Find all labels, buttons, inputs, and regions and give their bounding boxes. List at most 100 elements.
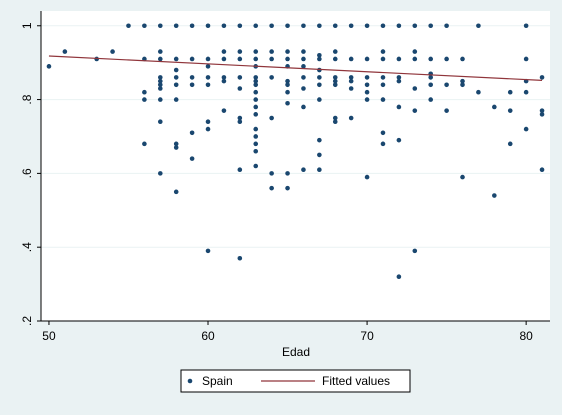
- data-point: [253, 141, 259, 147]
- y-tick-label: .4: [20, 242, 34, 252]
- data-point: [412, 49, 418, 54]
- data-point: [173, 97, 179, 102]
- data-point: [157, 119, 163, 125]
- data-point: [301, 75, 306, 80]
- data-point: [237, 23, 243, 29]
- data-point: [269, 49, 274, 54]
- data-point: [205, 82, 211, 88]
- data-point: [412, 248, 418, 254]
- data-point: [317, 137, 322, 143]
- data-point: [428, 75, 434, 80]
- data-point: [285, 171, 290, 176]
- data-point: [237, 119, 243, 125]
- data-point: [364, 89, 370, 95]
- x-tick-label: 60: [201, 329, 215, 343]
- data-point: [269, 75, 274, 80]
- data-point: [317, 167, 322, 172]
- data-point: [253, 148, 259, 154]
- data-point: [396, 75, 402, 80]
- data-point: [476, 89, 481, 95]
- spain-points: [46, 23, 545, 280]
- data-point: [396, 23, 402, 29]
- data-point: [380, 130, 386, 136]
- data-point: [253, 104, 259, 110]
- fitted-line: [48, 55, 543, 81]
- x-tick-label: 80: [519, 329, 533, 343]
- data-point: [428, 56, 434, 62]
- data-point: [157, 56, 163, 62]
- data-point: [460, 78, 465, 84]
- data-point: [142, 23, 147, 29]
- data-point: [221, 108, 227, 113]
- data-point: [348, 75, 354, 80]
- data-point: [253, 89, 259, 95]
- y-tick-label: .2: [20, 316, 34, 326]
- data-point: [364, 23, 370, 29]
- data-point: [237, 56, 243, 62]
- data-point: [396, 137, 402, 143]
- data-point: [460, 82, 465, 88]
- data-point: [507, 141, 513, 147]
- data-point: [348, 115, 354, 121]
- data-point: [221, 23, 227, 29]
- data-point: [317, 82, 322, 88]
- data-point: [157, 82, 163, 88]
- data-point: [301, 167, 306, 172]
- data-point: [460, 56, 465, 62]
- data-point: [126, 23, 131, 29]
- data-point: [253, 75, 259, 80]
- data-point: [523, 126, 529, 132]
- data-point: [396, 56, 402, 62]
- data-point: [380, 97, 386, 102]
- data-point: [253, 82, 259, 88]
- data-point: [205, 56, 211, 62]
- data-point: [317, 52, 322, 58]
- data-point: [444, 23, 449, 29]
- legend-label-spain: Spain: [202, 374, 233, 388]
- data-point: [142, 141, 147, 147]
- data-point: [173, 82, 179, 88]
- data-point: [412, 23, 418, 29]
- y-axis: .2 .4 .6 .8 1: [20, 22, 41, 326]
- data-point: [396, 78, 402, 84]
- y-tick-label: 1: [20, 22, 34, 29]
- fitted-line-group: [48, 55, 543, 81]
- data-point: [317, 75, 322, 80]
- data-point: [301, 23, 306, 29]
- data-point: [301, 49, 306, 54]
- data-point: [253, 23, 259, 29]
- data-point: [253, 49, 259, 54]
- data-point: [221, 78, 227, 84]
- data-point: [157, 97, 163, 102]
- data-point: [205, 248, 211, 254]
- data-point: [173, 145, 179, 150]
- data-point: [364, 56, 370, 62]
- data-point: [396, 104, 402, 110]
- data-point: [348, 23, 354, 29]
- data-point: [285, 185, 290, 191]
- data-point: [332, 75, 338, 80]
- data-point: [205, 75, 211, 80]
- data-point: [332, 78, 338, 84]
- data-point: [380, 141, 386, 147]
- data-point: [221, 75, 227, 80]
- data-point: [412, 56, 418, 62]
- data-point: [189, 23, 195, 29]
- x-axis: 50 60 70 80: [42, 321, 533, 343]
- data-point: [285, 100, 290, 106]
- data-point: [253, 78, 259, 84]
- data-point: [332, 119, 338, 125]
- data-point: [62, 49, 68, 54]
- data-point: [237, 49, 243, 54]
- data-point: [539, 108, 545, 113]
- data-point: [444, 82, 449, 88]
- data-point: [285, 82, 290, 88]
- data-point: [189, 130, 195, 136]
- data-point: [157, 49, 163, 54]
- data-point: [110, 49, 115, 54]
- data-point: [269, 23, 274, 29]
- data-point: [157, 75, 163, 80]
- data-point: [492, 104, 497, 110]
- data-point: [332, 115, 338, 121]
- data-point: [253, 97, 259, 102]
